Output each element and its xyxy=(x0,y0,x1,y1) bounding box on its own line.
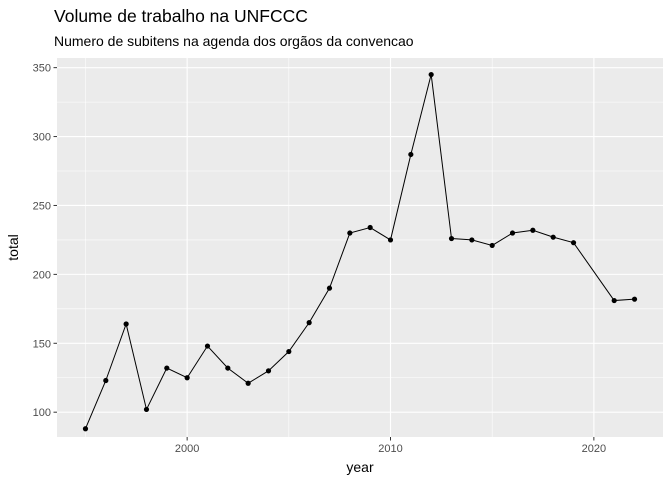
x-tick-label: 2000 xyxy=(175,443,199,455)
chart-subtitle: Numero de subitens na agenda dos orgãos … xyxy=(54,33,414,49)
data-point xyxy=(387,237,394,243)
data-point xyxy=(448,235,455,242)
x-tick-label: 2020 xyxy=(582,443,606,455)
y-tick-label: 100 xyxy=(33,407,51,419)
y-axis-title: total xyxy=(5,234,21,260)
data-point xyxy=(550,234,556,240)
data-point xyxy=(164,365,170,371)
data-point xyxy=(265,368,272,374)
data-point xyxy=(306,320,312,326)
data-point xyxy=(103,377,109,384)
y-tick-label: 150 xyxy=(33,338,51,350)
data-point xyxy=(611,297,617,304)
data-point xyxy=(245,380,251,386)
data-point xyxy=(347,230,353,236)
chart-title: Volume de trabalho na UNFCCC xyxy=(54,6,308,26)
data-point xyxy=(204,343,211,349)
data-point xyxy=(225,365,231,371)
data-point xyxy=(123,321,129,327)
grid-major xyxy=(57,58,663,437)
data-point xyxy=(489,242,495,249)
data-point xyxy=(631,296,638,302)
data-point xyxy=(408,151,414,158)
data-point xyxy=(469,237,475,243)
data-point xyxy=(509,230,516,236)
grid-minor xyxy=(57,58,663,437)
x-tick-label: 2010 xyxy=(378,443,402,455)
data-point xyxy=(530,227,536,233)
y-tick-label: 350 xyxy=(33,63,51,75)
data-point xyxy=(286,348,292,355)
plot-panel xyxy=(57,58,663,437)
data-point xyxy=(428,71,434,78)
x-axis-title: year xyxy=(346,459,374,475)
y-tick-label: 250 xyxy=(33,200,51,212)
data-point xyxy=(82,426,89,432)
data-point xyxy=(570,240,577,246)
data-point xyxy=(143,406,150,413)
y-tick-label: 200 xyxy=(33,269,51,281)
data-point xyxy=(367,224,373,231)
data-point xyxy=(184,375,190,381)
axis-layer: 2000 2010 2020 100 150 200 250 300 350 xyxy=(33,63,606,455)
data-point xyxy=(326,285,333,291)
y-tick-label: 300 xyxy=(33,132,51,144)
series-layer xyxy=(82,71,638,432)
